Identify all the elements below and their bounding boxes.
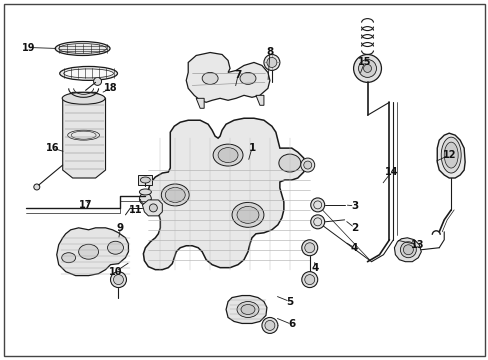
Text: 4: 4 — [310, 263, 318, 273]
Circle shape — [149, 204, 157, 212]
Ellipse shape — [55, 41, 110, 55]
Polygon shape — [196, 98, 203, 108]
Circle shape — [264, 54, 279, 71]
Ellipse shape — [213, 144, 243, 166]
Ellipse shape — [61, 253, 76, 263]
Text: 5: 5 — [285, 297, 293, 306]
Circle shape — [400, 242, 415, 258]
Ellipse shape — [241, 305, 254, 315]
Ellipse shape — [240, 72, 255, 84]
Ellipse shape — [161, 184, 189, 206]
Ellipse shape — [237, 206, 259, 223]
Polygon shape — [225, 296, 266, 323]
Circle shape — [304, 243, 314, 253]
Ellipse shape — [278, 154, 300, 172]
Text: 4: 4 — [350, 243, 358, 253]
Ellipse shape — [79, 244, 99, 259]
Text: 7: 7 — [234, 71, 241, 80]
Polygon shape — [255, 95, 264, 105]
Ellipse shape — [202, 72, 218, 84]
Circle shape — [363, 64, 371, 72]
Text: 18: 18 — [103, 84, 117, 93]
Circle shape — [353, 54, 381, 82]
Circle shape — [262, 318, 277, 333]
Text: 8: 8 — [266, 48, 273, 58]
Circle shape — [110, 272, 126, 288]
Circle shape — [300, 158, 314, 172]
Ellipse shape — [443, 142, 457, 168]
Circle shape — [266, 58, 276, 67]
Text: 1: 1 — [248, 143, 255, 153]
Ellipse shape — [107, 241, 123, 254]
Text: 12: 12 — [442, 150, 455, 160]
Text: 17: 17 — [79, 200, 92, 210]
Text: 14: 14 — [384, 167, 397, 177]
Text: 6: 6 — [287, 319, 295, 329]
Circle shape — [403, 245, 412, 255]
Polygon shape — [138, 175, 152, 185]
Polygon shape — [186, 53, 269, 102]
Circle shape — [113, 275, 123, 285]
Circle shape — [301, 272, 317, 288]
Ellipse shape — [232, 202, 264, 227]
Circle shape — [139, 193, 151, 205]
Ellipse shape — [139, 189, 151, 195]
Circle shape — [264, 320, 274, 330]
Text: 3: 3 — [350, 201, 358, 211]
Ellipse shape — [218, 148, 238, 163]
Text: 15: 15 — [357, 58, 370, 67]
Text: 2: 2 — [350, 223, 358, 233]
Polygon shape — [394, 238, 421, 262]
Circle shape — [303, 161, 311, 169]
Polygon shape — [143, 118, 305, 270]
Circle shape — [310, 198, 324, 212]
Text: 11: 11 — [128, 205, 142, 215]
Text: 13: 13 — [410, 240, 423, 250]
Circle shape — [304, 275, 314, 285]
Circle shape — [310, 215, 324, 229]
Ellipse shape — [165, 188, 185, 202]
Ellipse shape — [440, 137, 460, 173]
Circle shape — [34, 184, 40, 190]
Text: 10: 10 — [108, 267, 122, 276]
Text: 9: 9 — [117, 223, 124, 233]
Ellipse shape — [63, 69, 113, 78]
Polygon shape — [62, 92, 105, 178]
Text: 16: 16 — [46, 143, 60, 153]
Text: 19: 19 — [22, 42, 36, 53]
Ellipse shape — [237, 302, 259, 318]
Ellipse shape — [140, 177, 150, 183]
Polygon shape — [142, 200, 162, 216]
Ellipse shape — [60, 67, 117, 80]
Circle shape — [93, 77, 102, 85]
Ellipse shape — [62, 92, 105, 104]
Circle shape — [358, 59, 376, 77]
Polygon shape — [436, 133, 464, 178]
Circle shape — [301, 240, 317, 256]
Polygon shape — [57, 228, 128, 276]
